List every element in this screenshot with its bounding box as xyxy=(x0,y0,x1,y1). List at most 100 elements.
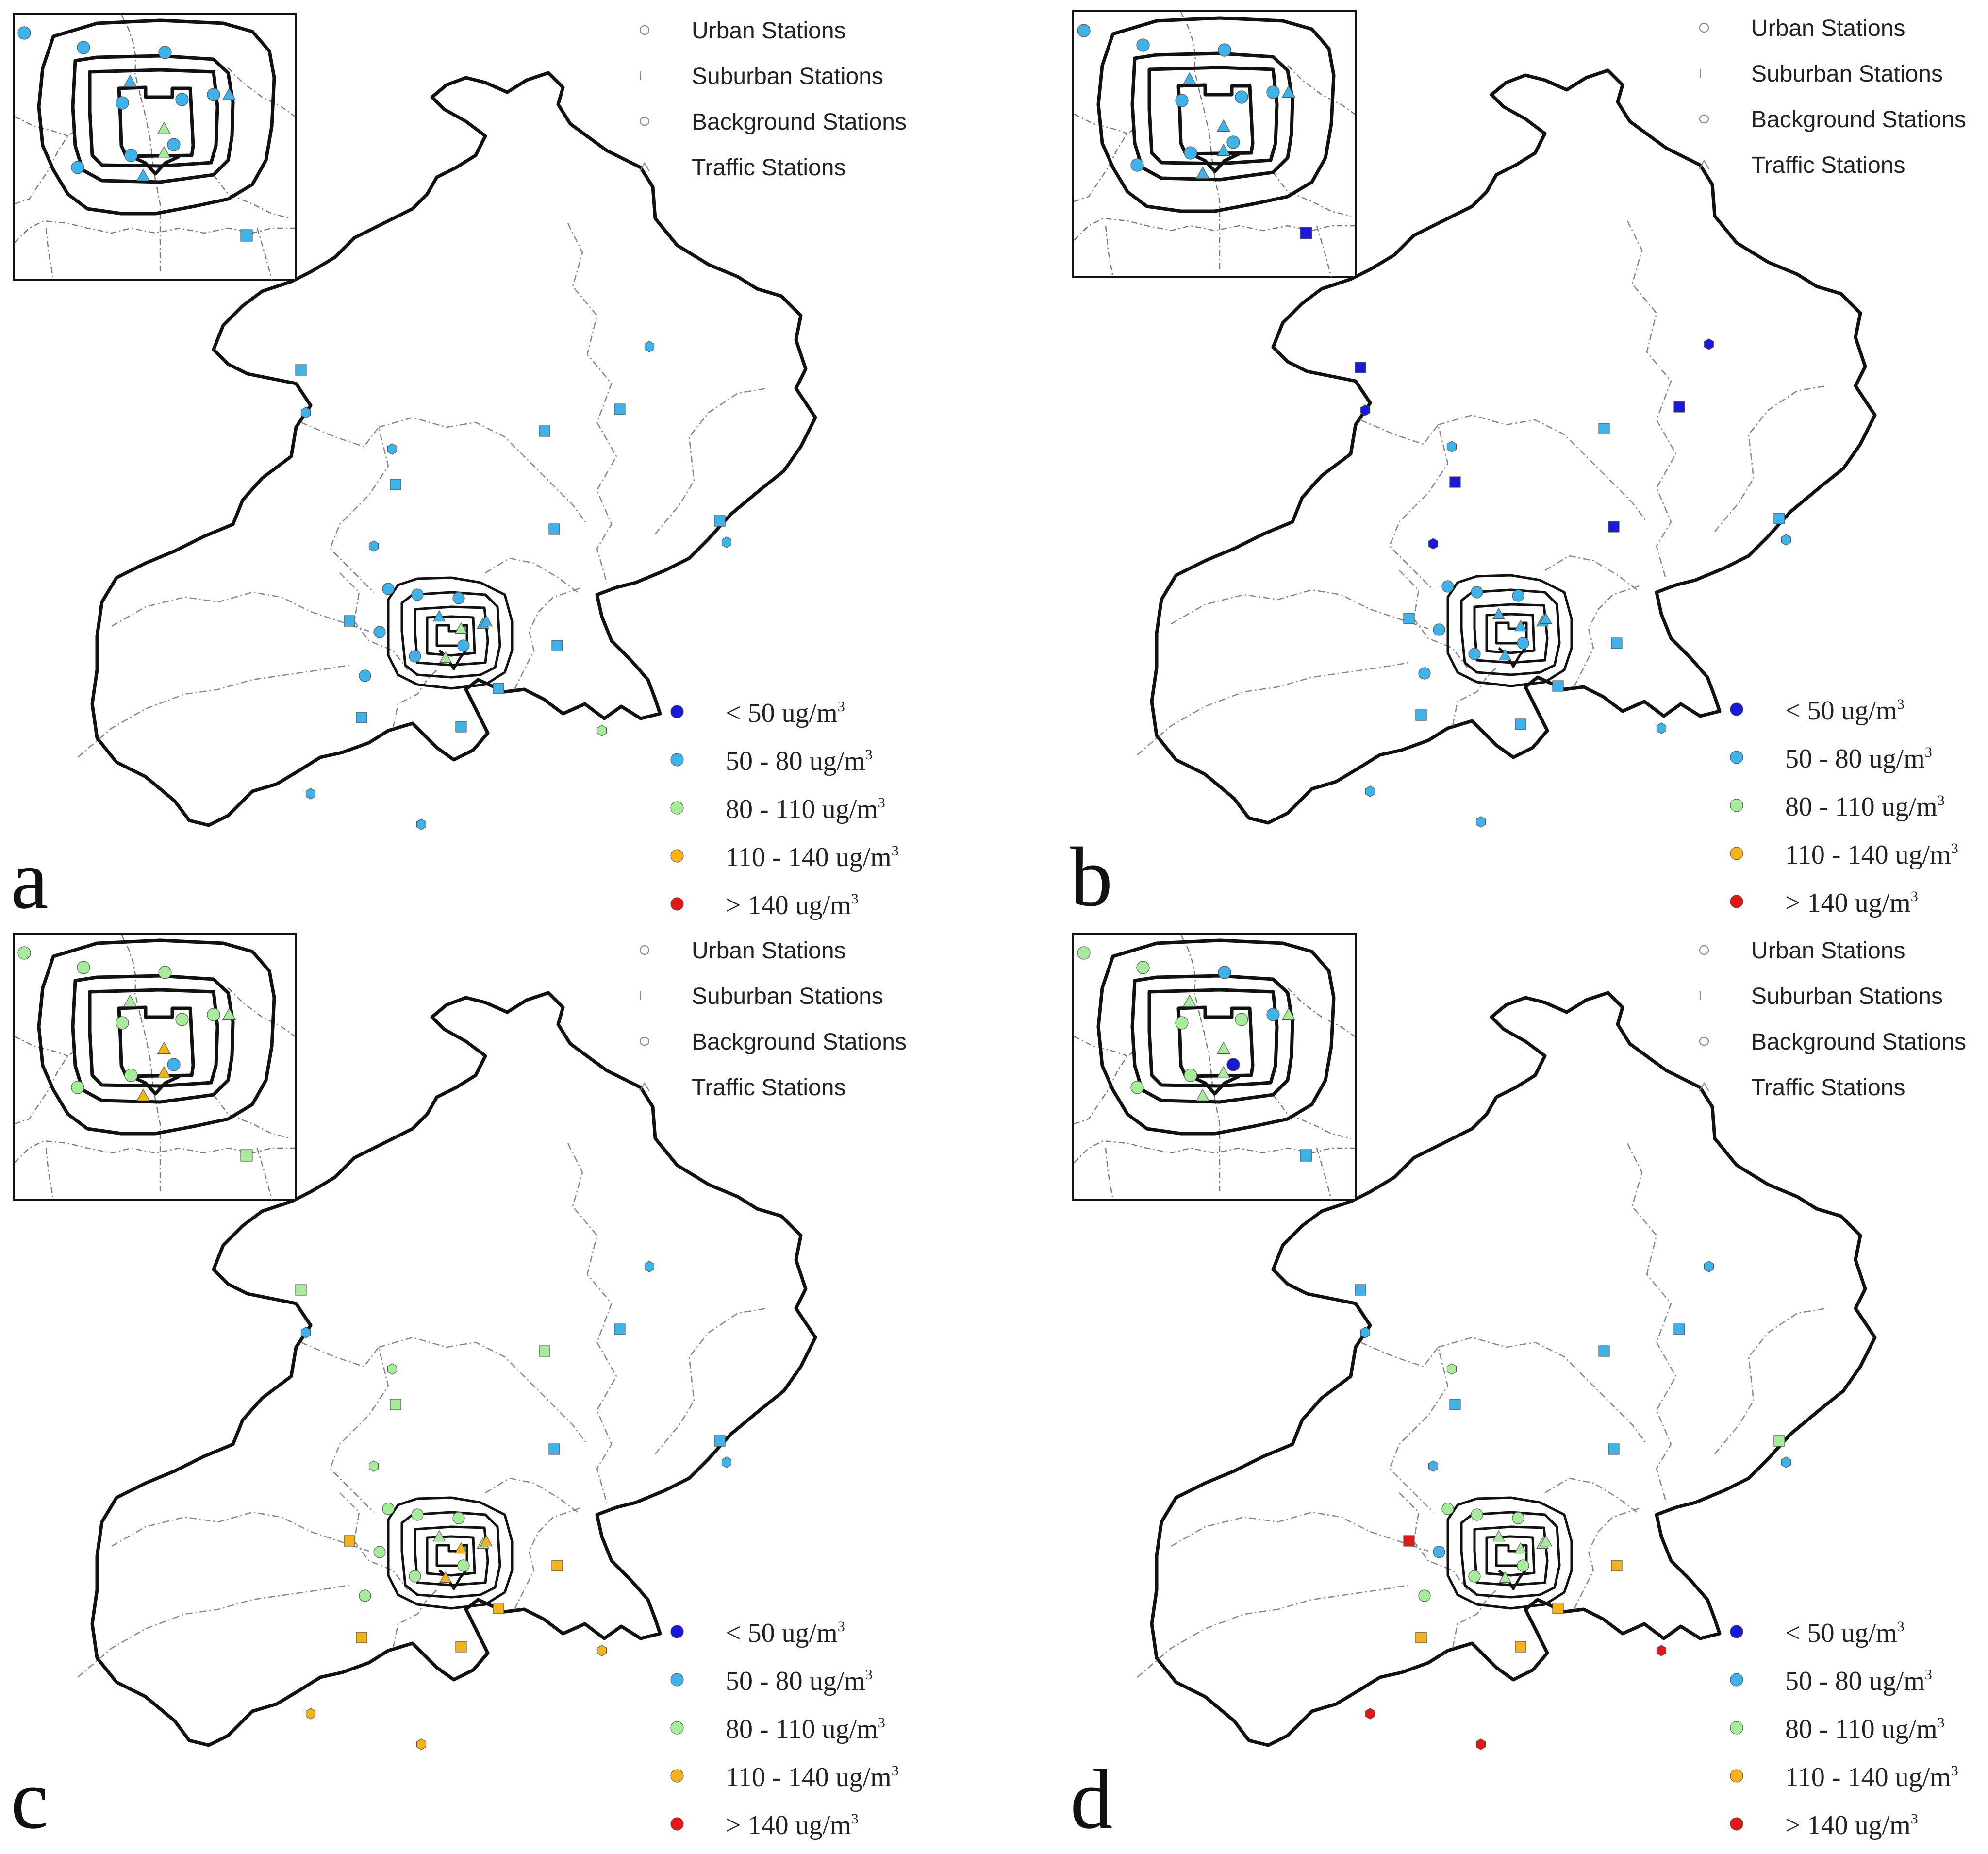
inset-station-marker xyxy=(240,229,253,242)
concentration-label: 110 - 140 ug/m3 xyxy=(726,1762,899,1792)
inset-station-marker xyxy=(1235,90,1248,104)
inset-station-marker xyxy=(207,88,220,101)
station-marker xyxy=(1449,476,1461,488)
station-marker xyxy=(1428,538,1439,550)
triangle-icon xyxy=(639,1082,650,1092)
map-panel-b: Urban Stations Suburban Stations Backgroun… xyxy=(1070,11,1966,924)
station-markers xyxy=(1355,338,1791,828)
panel-letter: b xyxy=(1070,830,1113,924)
concentration-label: 80 - 110 ug/m3 xyxy=(726,1714,885,1744)
station-marker xyxy=(295,364,307,376)
superscript: 3 xyxy=(1938,1715,1945,1731)
station-marker xyxy=(439,651,452,663)
station-marker xyxy=(359,669,371,682)
hexagon-icon xyxy=(1699,1036,1709,1046)
station-marker xyxy=(416,818,427,830)
superscript: 3 xyxy=(851,1811,859,1827)
concentration-legend: < 50 ug/m3 50 - 80 ug/m3 80 - 110 ug/m3 110… xyxy=(670,1618,899,1840)
station-marker xyxy=(551,640,563,651)
station-type-label: Background Stations xyxy=(1751,1029,1966,1055)
inset-map-city-center xyxy=(1073,934,1356,1200)
concentration-label: 50 - 80 ug/m3 xyxy=(726,1666,873,1696)
station-type-label: Traffic Stations xyxy=(1751,152,1905,178)
concentration-swatch xyxy=(1730,751,1743,764)
station-marker xyxy=(551,1560,563,1571)
inset-station-marker xyxy=(116,96,129,110)
inset-station-marker xyxy=(175,93,189,106)
station-marker xyxy=(1514,619,1527,632)
station-marker xyxy=(1468,1570,1481,1583)
concentration-swatch xyxy=(670,1721,684,1735)
station-type-label: Urban Stations xyxy=(692,938,846,964)
station-marker xyxy=(1471,1508,1483,1521)
map-panel-a: Urban Stations Suburban Stations Backgroun… xyxy=(11,14,907,926)
station-type-label: Urban Stations xyxy=(1751,938,1905,964)
inset-station-marker xyxy=(71,161,84,174)
hexagon-icon xyxy=(639,117,650,126)
station-marker xyxy=(1598,423,1610,434)
panel-letter: d xyxy=(1070,1752,1113,1846)
concentration-swatch xyxy=(670,1769,684,1783)
concentration-swatch xyxy=(1730,799,1743,812)
station-marker xyxy=(1433,1546,1445,1558)
inset-station-marker xyxy=(1175,1016,1189,1030)
concentration-swatch xyxy=(1730,1721,1743,1735)
station-marker xyxy=(714,1435,726,1447)
station-marker xyxy=(1552,1603,1564,1614)
inset-station-marker xyxy=(1281,85,1296,98)
superscript: 3 xyxy=(878,1715,885,1731)
superscript: 3 xyxy=(878,795,885,811)
station-marker xyxy=(1517,637,1529,650)
inset-station-marker xyxy=(17,26,31,40)
station-marker xyxy=(493,1603,504,1614)
station-marker xyxy=(432,610,446,622)
concentration-swatch xyxy=(1730,702,1743,716)
station-marker xyxy=(305,1708,316,1720)
inset-map-city-center xyxy=(1073,11,1356,277)
circle-icon xyxy=(1699,22,1709,33)
inset-station-marker xyxy=(1182,994,1197,1007)
station-marker xyxy=(1446,441,1457,452)
inset-station-marker xyxy=(222,1007,236,1020)
inset-station-marker xyxy=(222,87,236,100)
concentration-label: < 50 ug/m3 xyxy=(726,698,845,728)
station-marker xyxy=(300,407,311,418)
triangle-icon xyxy=(1699,1082,1709,1092)
inset-station-marker xyxy=(207,1008,220,1021)
inset-station-marker xyxy=(1184,1069,1197,1082)
concentration-label: 110 - 140 ug/m3 xyxy=(726,842,899,872)
station-marker xyxy=(1552,680,1564,692)
station-marker xyxy=(644,1261,655,1272)
inset-station-marker xyxy=(1077,946,1091,960)
inset-station-marker xyxy=(17,946,31,960)
station-marker xyxy=(1656,722,1667,734)
inset-station-marker xyxy=(123,74,137,87)
station-marker xyxy=(1608,1443,1620,1455)
station-type-legend: Urban Stations Suburban Stations Backgroun… xyxy=(1699,16,1966,178)
inset-station-marker xyxy=(1216,1041,1231,1054)
superscript: 3 xyxy=(1951,1763,1958,1779)
inset-station-marker xyxy=(77,41,90,54)
station-marker xyxy=(1441,580,1454,593)
station-marker xyxy=(390,479,401,490)
concentration-swatch xyxy=(670,753,684,767)
station-marker xyxy=(452,1512,465,1524)
station-marker xyxy=(300,1327,311,1338)
station-marker xyxy=(1704,338,1714,350)
inset-station-marker xyxy=(1281,1007,1296,1020)
station-marker xyxy=(382,583,395,595)
station-type-label: Background Stations xyxy=(692,109,907,135)
station-marker xyxy=(432,1530,446,1542)
station-marker xyxy=(455,721,467,733)
concentration-swatch xyxy=(1730,895,1743,908)
inset-station-marker xyxy=(1266,1008,1280,1021)
inset-station-marker xyxy=(1175,94,1189,107)
station-marker xyxy=(455,1641,467,1653)
station-type-label: Background Stations xyxy=(692,1029,907,1055)
concentration-swatch xyxy=(670,705,684,718)
station-marker xyxy=(1415,1632,1427,1643)
station-marker xyxy=(1471,586,1483,599)
station-marker xyxy=(439,1571,452,1583)
station-marker xyxy=(1781,534,1791,546)
station-marker xyxy=(368,1460,379,1472)
